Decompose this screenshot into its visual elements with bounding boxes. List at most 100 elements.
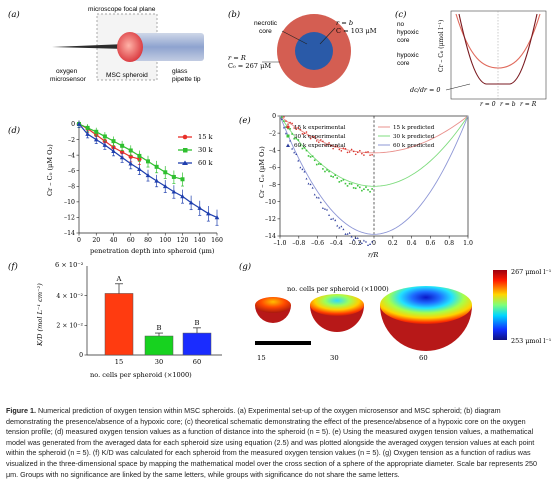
e-exp-point: [354, 153, 357, 156]
e-exp-point: [324, 144, 326, 147]
hemisphere-60k: [380, 286, 472, 351]
e-exp-point: [309, 183, 312, 186]
e-exp-point: [305, 177, 308, 180]
e-exp-point: [361, 189, 363, 192]
d-ytick-label: –12: [64, 215, 75, 222]
e-exp-point: [297, 139, 300, 141]
panel-c-letter: (c): [395, 9, 406, 20]
e-exp-point: [360, 242, 363, 244]
e-xtick-label: 0.4: [407, 240, 417, 247]
d-point-60k: [197, 205, 203, 210]
e-exp-point: [348, 182, 351, 185]
d-point-60k: [180, 194, 185, 199]
colorbar-bottom: 253 μmol l⁻¹: [511, 337, 552, 345]
d-xtick-label: 60: [127, 237, 135, 244]
e-exp-point: [305, 149, 308, 152]
e-exp-point: [334, 145, 337, 148]
d-point-30k: [102, 134, 107, 139]
e-exp-point: [309, 137, 312, 140]
e-ytick-label: –12: [265, 216, 276, 223]
e-exp-point: [332, 176, 334, 178]
r-b-label: r = b: [336, 19, 353, 27]
e-exp-point: [334, 219, 337, 222]
panel-a-letter: (a): [8, 9, 20, 20]
e-legend-exp-15: 15 k experimental: [294, 125, 346, 131]
e-xtick-label: 0.2: [388, 240, 398, 247]
e-exp-point: [328, 142, 330, 144]
e-exp-point: [361, 152, 363, 155]
e-exp-point: [338, 226, 341, 229]
panel-c: (c) no hypoxic core hypoxic core Cr – C₀…: [395, 9, 547, 108]
d-legend: 15 k 30 k 60 k: [178, 133, 213, 167]
e-exp-point: [356, 151, 359, 154]
d-yticks: 0 –2 –4 –6 –8 –10 –12 –14: [64, 121, 79, 237]
e-exp-point: [297, 126, 300, 129]
d-point-30k: [120, 143, 125, 148]
e-xtick-label: –1.0: [274, 240, 287, 247]
e-exp-point: [315, 163, 318, 166]
e-exp-point: [348, 151, 351, 153]
colorbar-top: 267 μmol l⁻¹: [511, 268, 552, 276]
f-bar-60: [182, 332, 212, 356]
d-point-60k: [102, 142, 108, 147]
e-exp-point: [338, 181, 341, 183]
e-series: [279, 115, 469, 246]
no-hypoxic-3: core: [397, 37, 410, 44]
e-ytick-label: –10: [265, 199, 276, 206]
e-exp-point: [303, 146, 306, 149]
d-point-60k: [162, 183, 168, 189]
d-series: [76, 120, 220, 226]
f-significance-label: B: [195, 319, 200, 327]
e-exp-point: [332, 147, 334, 150]
f-yticks: 4 × 10⁻² 2 × 10⁻² 0: [56, 293, 87, 359]
e-exp-point: [364, 240, 367, 243]
r-0-label: r = 0: [480, 101, 496, 108]
g-label-15: 15: [257, 354, 266, 362]
glass-pipette: [132, 33, 204, 61]
hemisphere-15k: [255, 297, 291, 323]
d-point-30k: [146, 159, 150, 164]
e-exp-point: [334, 174, 337, 177]
e-ytick-label: –2: [269, 130, 276, 137]
d-ytick-label: –2: [68, 137, 75, 144]
panel-f-letter: (f): [8, 261, 18, 272]
d-xlabel: penetration depth into spheroid (μm): [90, 247, 215, 255]
e-xtick-label: –0.6: [311, 240, 324, 247]
e-exp-point: [367, 189, 369, 191]
e-exp-point: [299, 128, 302, 131]
e-xtick-label: –0.2: [349, 240, 362, 247]
e-legend-exp-60: 60 k experimental: [294, 143, 346, 149]
e-exp-point: [359, 149, 361, 152]
e-exp-point: [365, 151, 367, 153]
e-legend-exp-60-marker: [286, 143, 290, 147]
e-legend-pred-60: 60 k predicted: [393, 143, 435, 149]
d-xticks: 0 20 40 60 80 100 120 140 160: [77, 233, 223, 244]
d-point-60k: [145, 172, 151, 178]
e-exp-point: [338, 148, 341, 151]
d-point-60k: [111, 148, 116, 154]
e-exp-point: [328, 213, 331, 216]
e-exp-point: [369, 190, 371, 193]
e-exp-point: [303, 170, 306, 173]
e-exp-point: [301, 147, 304, 150]
f-significance-label: B: [157, 324, 162, 332]
r-R-c-label: r = R: [520, 101, 537, 108]
f-xlabel: no. cells per spheroid (×1000): [90, 371, 192, 379]
e-exp-point: [284, 132, 287, 135]
e-exp-point: [344, 182, 347, 185]
e-exp-point: [352, 238, 355, 241]
g-label-30: 30: [330, 354, 339, 362]
d-xtick-label: 0: [77, 237, 81, 244]
e-exp-point: [317, 141, 320, 143]
panel-e: (e) Cr – C₀ (μM O₂) r/R 0 –2 –4 –6 –8 –10 –12 –…: [239, 113, 473, 259]
r-R-label: r = R: [228, 54, 246, 62]
d-xtick-label: 160: [211, 237, 223, 244]
e-exp-point: [346, 151, 349, 154]
e-exp-point: [313, 135, 316, 138]
e-exp-point: [311, 155, 314, 158]
f-category-label: 15: [115, 358, 123, 366]
necrotic-core-circle: [295, 32, 333, 70]
e-legend-pred-15: 15 k predicted: [393, 125, 435, 131]
d-xtick-label: 120: [177, 237, 189, 244]
e-exp-point: [282, 126, 285, 129]
